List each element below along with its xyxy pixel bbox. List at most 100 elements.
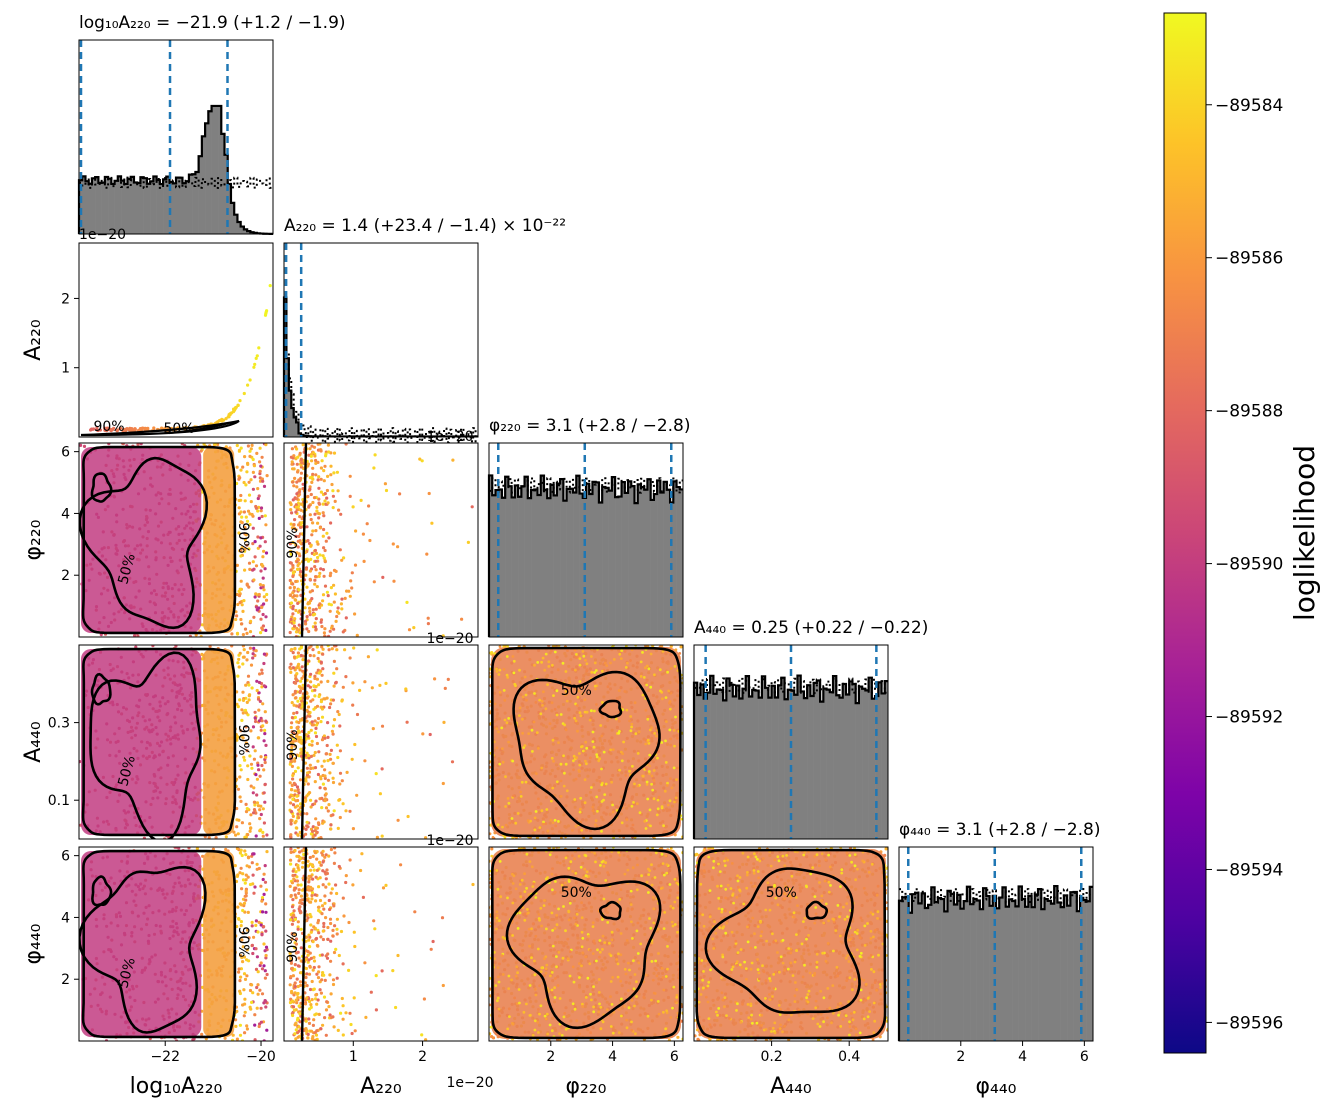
scatter-point	[258, 583, 262, 587]
scatter-point	[331, 494, 335, 498]
scatter-point	[565, 699, 569, 703]
scatter-point	[669, 667, 673, 670]
scatter-point	[299, 653, 303, 658]
scatter-point	[652, 779, 656, 782]
scatter-point	[579, 796, 583, 800]
scatter-point	[291, 693, 295, 697]
scatter-point	[234, 833, 238, 837]
scatter-point	[245, 700, 249, 705]
scatter-point	[583, 710, 587, 714]
scatter-point	[259, 961, 263, 965]
scatter-point	[512, 671, 516, 675]
scatter-point	[310, 864, 315, 868]
scatter-point	[239, 866, 243, 870]
scatter-point	[663, 789, 667, 793]
scatter-point	[243, 627, 248, 631]
scatter-points	[288, 443, 474, 637]
scatter-point	[265, 972, 269, 977]
hist-panel-phi220: φ₂₂₀ = 3.1 (+2.8 / −2.8)	[487, 416, 691, 638]
scatter-point	[446, 677, 450, 682]
scatter-point	[641, 693, 645, 697]
hist-bar	[88, 183, 93, 234]
hist-bar	[605, 487, 609, 637]
scatter-point	[313, 750, 317, 755]
hist-bar	[553, 495, 558, 637]
scatter-point	[335, 648, 339, 652]
scatter-point	[296, 925, 300, 929]
hist-bar	[921, 893, 926, 1041]
scatter-point	[301, 482, 305, 486]
scatter-point	[372, 466, 376, 470]
scatter-point	[291, 739, 295, 744]
scatter-point	[237, 531, 241, 535]
scatter-point	[237, 818, 241, 822]
scatter-point	[501, 760, 505, 764]
scatter-point	[293, 476, 297, 480]
scatter-point	[248, 754, 252, 758]
scatter-point	[344, 809, 348, 813]
hist-bar	[710, 675, 714, 839]
scatter-point	[293, 744, 298, 748]
scatter-point	[253, 595, 257, 599]
scatter-point	[573, 716, 576, 720]
scatter-point	[298, 668, 302, 672]
scatter-point	[312, 868, 316, 872]
scatter-point	[268, 284, 272, 288]
hist-bar	[928, 904, 932, 1041]
hist-panel-phi440: φ₄₄₀ = 3.1 (+2.8 / −2.8)	[897, 820, 1101, 1042]
scatter-point	[304, 567, 308, 571]
scatter-point	[317, 671, 321, 675]
scatter-point	[235, 563, 239, 568]
scatter-point	[516, 812, 520, 815]
hist-bar	[852, 684, 856, 839]
scatter-point	[505, 673, 509, 677]
scatter-point	[261, 724, 265, 728]
scatter-point	[338, 771, 343, 775]
scatter-point	[335, 743, 339, 747]
scatter-point	[249, 762, 254, 766]
scatter-point	[511, 655, 515, 658]
panel-frame	[78, 442, 274, 638]
scatter-point	[242, 510, 246, 514]
scatter-point	[300, 665, 304, 669]
scatter-point	[295, 447, 299, 451]
scatter-point	[265, 309, 269, 313]
scatter-point	[308, 513, 312, 517]
scatter-point	[235, 443, 239, 448]
scatter-point	[316, 521, 320, 525]
scatter-point	[263, 710, 267, 714]
hist-panel-A440: A₄₄₀ = 0.25 (+0.22 / −0.22)	[692, 618, 928, 840]
scatter-point	[290, 764, 294, 769]
scatter-point	[247, 694, 251, 698]
scatter-point	[315, 972, 319, 976]
scatter-point	[248, 988, 253, 993]
hist-bar	[489, 475, 493, 637]
scatter-point	[238, 775, 242, 779]
scatter-point	[314, 575, 318, 579]
scatter-point	[659, 689, 662, 693]
scatter-point	[333, 592, 337, 596]
scatter-point	[250, 686, 254, 690]
scatter-point	[313, 766, 318, 770]
scatter-point	[248, 454, 252, 458]
scatter-point	[559, 713, 563, 716]
scatter-point	[298, 631, 302, 635]
scatter-point	[470, 505, 474, 509]
scatter-point	[553, 707, 557, 711]
scatter-point	[151, 645, 155, 648]
scatter-point	[241, 908, 245, 913]
hist-bar	[849, 681, 853, 839]
scatter-point	[255, 688, 259, 693]
scatter-point	[291, 480, 295, 484]
scatter-point	[300, 699, 304, 703]
hist-bar	[899, 900, 903, 1041]
scatter-point	[320, 624, 324, 629]
scatter-point	[238, 600, 242, 605]
scatter-point	[498, 668, 502, 672]
scatter-point	[593, 687, 597, 691]
scatter-point	[418, 457, 422, 461]
contour-50	[89, 651, 202, 839]
scatter-point	[233, 406, 237, 410]
scatter-point	[578, 763, 582, 767]
scatter-point	[335, 610, 340, 614]
